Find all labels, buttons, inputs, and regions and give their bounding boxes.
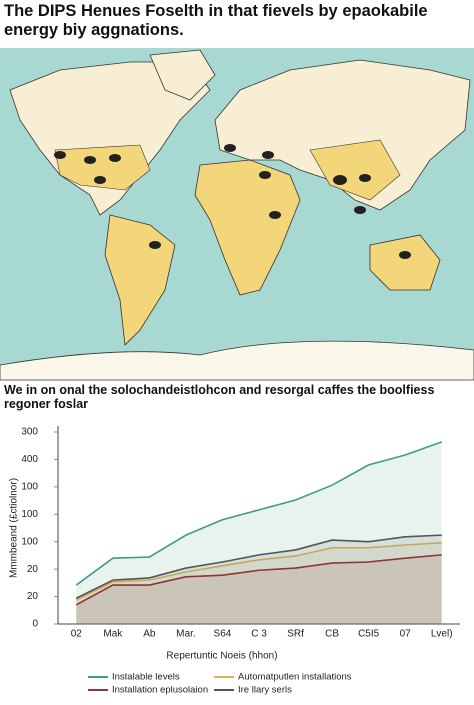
chart-title: We in on onal the solochandeistlohcon an… bbox=[4, 383, 435, 411]
area bbox=[76, 441, 442, 624]
page-title: The DIPS Henues Foselth in that fievels … bbox=[4, 2, 428, 39]
line bbox=[75, 534, 442, 599]
legend-label: Instalable levels bbox=[112, 672, 180, 683]
x-tick-label: C5I5 bbox=[358, 629, 380, 640]
area bbox=[76, 554, 442, 624]
marker bbox=[149, 241, 161, 249]
y-tick-label: 20 bbox=[27, 564, 39, 575]
x-tick-label: Mak bbox=[103, 629, 123, 640]
region bbox=[309, 139, 401, 201]
x-tick-label: SRf bbox=[287, 629, 304, 640]
x-tick-label: Lvel) bbox=[431, 629, 453, 640]
x-tick-label: 07 bbox=[400, 629, 412, 640]
x-tick-label: 02 bbox=[71, 629, 83, 640]
continent bbox=[149, 49, 216, 101]
legend-label: Installation eplusolaion bbox=[112, 685, 208, 696]
y-tick-label: 400 bbox=[21, 454, 38, 465]
y-axis-label: Mmmbeand (£ctiolnor) bbox=[9, 478, 20, 578]
marker bbox=[84, 156, 96, 164]
x-tick-label: C 3 bbox=[251, 629, 267, 640]
marker bbox=[54, 151, 66, 159]
marker bbox=[224, 144, 236, 152]
marker bbox=[354, 206, 366, 214]
line bbox=[75, 542, 442, 601]
marker bbox=[259, 171, 271, 179]
marker bbox=[262, 151, 274, 159]
region bbox=[54, 144, 151, 191]
marker bbox=[399, 251, 411, 259]
y-tick-label: 300 bbox=[21, 427, 38, 438]
x-tick-label: CB bbox=[325, 629, 339, 640]
x-axis-label: Repertuntic Noeis (hhon) bbox=[166, 651, 277, 662]
continent bbox=[194, 159, 301, 296]
map bbox=[0, 48, 474, 381]
y-tick-label: 20 bbox=[27, 591, 39, 602]
x-tick-label: S64 bbox=[214, 629, 232, 640]
marker bbox=[109, 154, 121, 162]
title-box: The DIPS Henues Foselth in that fievels … bbox=[4, 2, 428, 39]
legend-label: Ire llary serls bbox=[238, 685, 292, 696]
y-tick-label: 0 bbox=[32, 619, 38, 630]
x-tick-label: Mar. bbox=[176, 629, 195, 640]
marker bbox=[269, 211, 281, 219]
continent bbox=[369, 234, 441, 291]
y-tick-label: 100 bbox=[21, 509, 38, 520]
area bbox=[76, 535, 442, 624]
marker bbox=[333, 175, 347, 185]
markers bbox=[54, 144, 411, 259]
continent bbox=[214, 59, 471, 211]
x-tick-label: Ab bbox=[143, 629, 156, 640]
line bbox=[75, 441, 442, 586]
line bbox=[75, 554, 442, 606]
marker bbox=[359, 174, 371, 182]
subtitle-box: We in on onal the solochandeistlohcon an… bbox=[4, 383, 435, 411]
marker bbox=[94, 176, 106, 184]
y-tick-label: 100 bbox=[21, 481, 38, 492]
y-tick-label: 100 bbox=[21, 536, 38, 547]
legend-label: Automatputlen installations bbox=[238, 672, 352, 683]
antarctica bbox=[0, 340, 474, 381]
